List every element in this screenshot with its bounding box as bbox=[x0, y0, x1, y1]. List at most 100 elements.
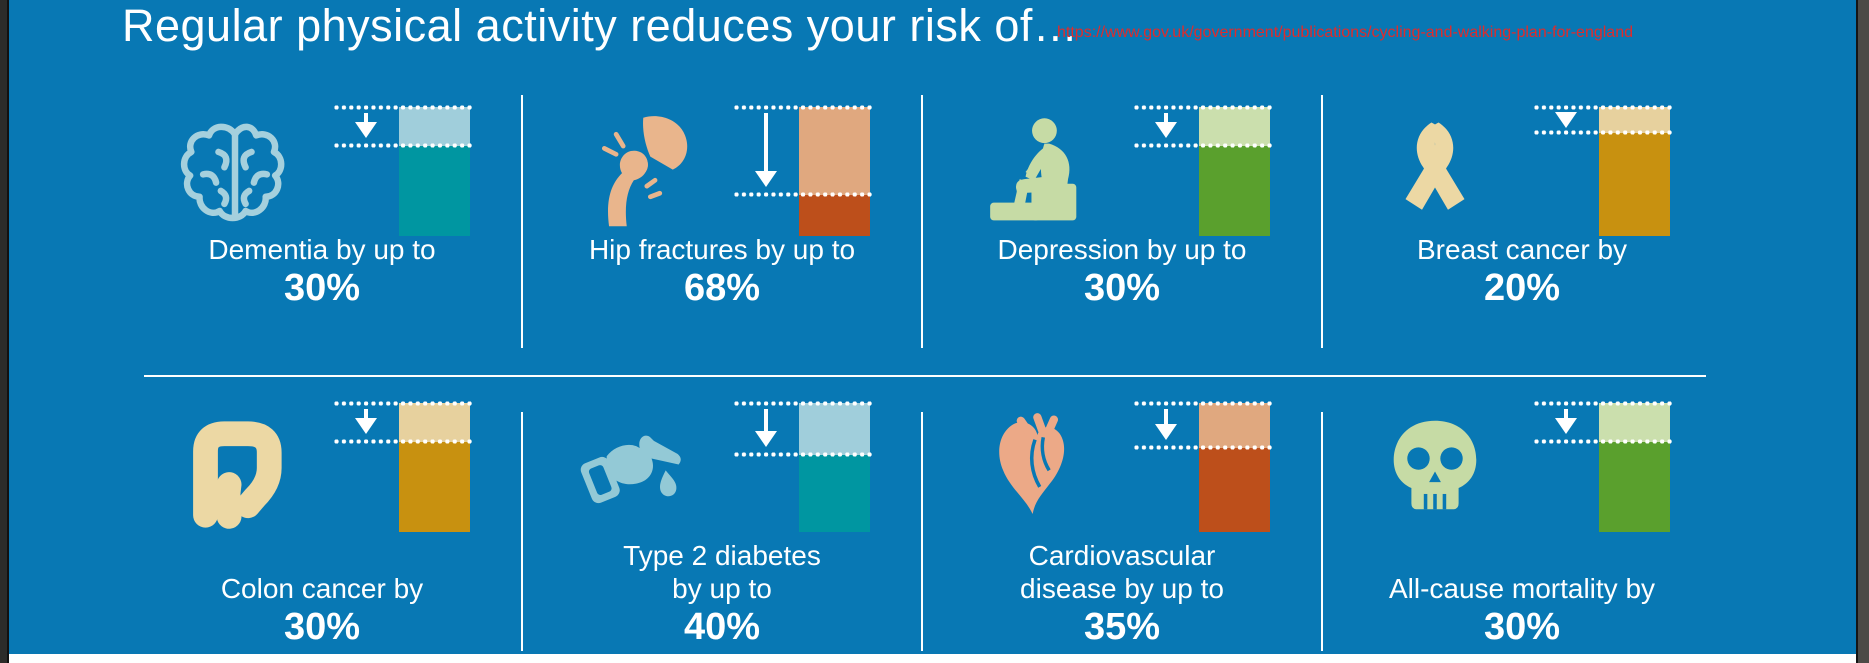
bar-reduction-segment bbox=[1198, 403, 1270, 449]
percent-value: 30% bbox=[283, 606, 361, 648]
label-line1: Colon cancer by bbox=[220, 573, 424, 604]
dotted-line-top bbox=[1132, 401, 1274, 406]
panel-graphic bbox=[522, 99, 922, 244]
panel-label: Type 2 diabetes by up to 40% bbox=[522, 539, 922, 649]
panel-graphic bbox=[922, 99, 1322, 244]
bar bbox=[1198, 107, 1270, 236]
panel-label: Colon cancer by 30% bbox=[122, 572, 522, 649]
panel-label: Depression by up to 30% bbox=[922, 233, 1322, 310]
down-arrow-icon bbox=[737, 113, 795, 187]
panel-divider bbox=[1321, 412, 1323, 651]
risk-reduction-bar bbox=[1532, 401, 1674, 532]
panel-colon-cancer: Colon cancer by 30% bbox=[122, 376, 522, 655]
panel-label: Hip fractures by up to 68% bbox=[522, 233, 922, 310]
dotted-line-top bbox=[1532, 105, 1674, 110]
bar-reduction-segment bbox=[1198, 107, 1270, 146]
bar-remaining-segment bbox=[398, 441, 470, 532]
label-line1: All-cause mortality by bbox=[1388, 573, 1656, 604]
percent-value: 68% bbox=[683, 267, 761, 309]
dotted-line-bottom bbox=[1132, 142, 1274, 148]
brain-icon bbox=[175, 104, 295, 240]
source-url-link[interactable]: https://www.gov.uk/government/publicatio… bbox=[1057, 24, 1633, 41]
row-separator bbox=[144, 375, 1706, 377]
bottom-white-strip bbox=[9, 654, 1856, 663]
bar-remaining-segment bbox=[1598, 441, 1670, 532]
risk-reduction-bar bbox=[332, 401, 474, 532]
dotted-line-bottom bbox=[732, 451, 874, 457]
panel-cardiovascular: Cardiovascular disease by up to 35% bbox=[922, 376, 1322, 655]
risk-reduction-bar bbox=[732, 401, 874, 532]
down-arrow-icon bbox=[337, 409, 395, 434]
label-line2: disease by up to bbox=[1020, 573, 1224, 604]
risk-reduction-bar bbox=[1532, 105, 1674, 236]
colon-icon bbox=[175, 400, 295, 536]
label-line2: by up to bbox=[672, 573, 772, 604]
down-arrow-icon bbox=[1537, 409, 1595, 434]
label-line1: Breast cancer by bbox=[1416, 234, 1628, 265]
percent-value: 30% bbox=[1083, 267, 1161, 309]
label-line1: Dementia by up to bbox=[208, 234, 436, 265]
risk-reduction-bar bbox=[332, 105, 474, 236]
panel-all-cause-mortality: All-cause mortality by 30% bbox=[1322, 376, 1722, 655]
panel-grid: Dementia by up to 30% bbox=[122, 85, 1722, 655]
down-arrow-icon bbox=[1137, 113, 1195, 138]
panel-depression: Depression by up to 30% bbox=[922, 85, 1322, 376]
percent-value: 30% bbox=[283, 267, 361, 309]
panel-label: All-cause mortality by 30% bbox=[1322, 572, 1722, 649]
percent-value: 20% bbox=[1483, 267, 1561, 309]
risk-reduction-bar bbox=[1132, 105, 1274, 236]
dotted-line-top bbox=[1532, 401, 1674, 406]
panel-divider bbox=[521, 412, 523, 651]
bar-remaining-segment bbox=[398, 145, 470, 236]
right-border bbox=[1856, 0, 1869, 663]
dotted-line-bottom bbox=[332, 438, 474, 444]
bar bbox=[1598, 107, 1670, 236]
panel-graphic bbox=[122, 395, 522, 540]
bar-reduction-segment bbox=[798, 403, 870, 455]
bar-remaining-segment bbox=[1598, 132, 1670, 236]
label-line1: Hip fractures by up to bbox=[588, 234, 856, 265]
dotted-line-bottom bbox=[732, 191, 874, 197]
bar-remaining-segment bbox=[1198, 448, 1270, 532]
risk-reduction-bar bbox=[1132, 401, 1274, 532]
left-border bbox=[0, 0, 9, 663]
percent-value: 30% bbox=[1483, 606, 1561, 648]
panel-graphic bbox=[122, 99, 522, 244]
bar bbox=[1598, 403, 1670, 532]
dotted-line-bottom bbox=[332, 142, 474, 148]
bar-reduction-segment bbox=[798, 107, 870, 195]
risk-reduction-bar bbox=[732, 105, 874, 236]
down-arrow-icon bbox=[1137, 409, 1195, 441]
percent-value: 40% bbox=[683, 606, 761, 648]
panel-divider bbox=[921, 95, 923, 348]
bar-remaining-segment bbox=[798, 454, 870, 532]
label-line1: Depression by up to bbox=[997, 234, 1247, 265]
panel-label: Breast cancer by 20% bbox=[1322, 233, 1722, 310]
bar bbox=[1198, 403, 1270, 532]
label-line1: Cardiovascular bbox=[1028, 540, 1216, 571]
hand-drop-icon bbox=[575, 400, 695, 536]
label-line1: Type 2 diabetes bbox=[623, 540, 821, 571]
panel-breast-cancer: Breast cancer by 20% bbox=[1322, 85, 1722, 376]
heart-icon bbox=[975, 400, 1095, 536]
bar-remaining-segment bbox=[798, 194, 870, 236]
bar bbox=[798, 403, 870, 532]
bar-reduction-segment bbox=[398, 403, 470, 442]
percent-value: 35% bbox=[1083, 606, 1161, 648]
down-arrow-icon bbox=[737, 409, 795, 447]
dotted-line-top bbox=[1132, 105, 1274, 110]
dotted-line-bottom bbox=[1532, 438, 1674, 444]
dotted-line-top bbox=[332, 401, 474, 406]
down-arrow-icon bbox=[337, 113, 395, 138]
panel-label: Cardiovascular disease by up to 35% bbox=[922, 539, 1322, 649]
dotted-line-top bbox=[732, 105, 874, 110]
bar bbox=[798, 107, 870, 236]
bar-reduction-segment bbox=[1598, 107, 1670, 133]
dotted-line-top bbox=[732, 401, 874, 406]
panel-type-2-diabetes: Type 2 diabetes by up to 40% bbox=[522, 376, 922, 655]
dotted-line-bottom bbox=[1132, 445, 1274, 451]
bar bbox=[398, 403, 470, 532]
ribbon-icon bbox=[1375, 104, 1495, 240]
bar-remaining-segment bbox=[1198, 145, 1270, 236]
